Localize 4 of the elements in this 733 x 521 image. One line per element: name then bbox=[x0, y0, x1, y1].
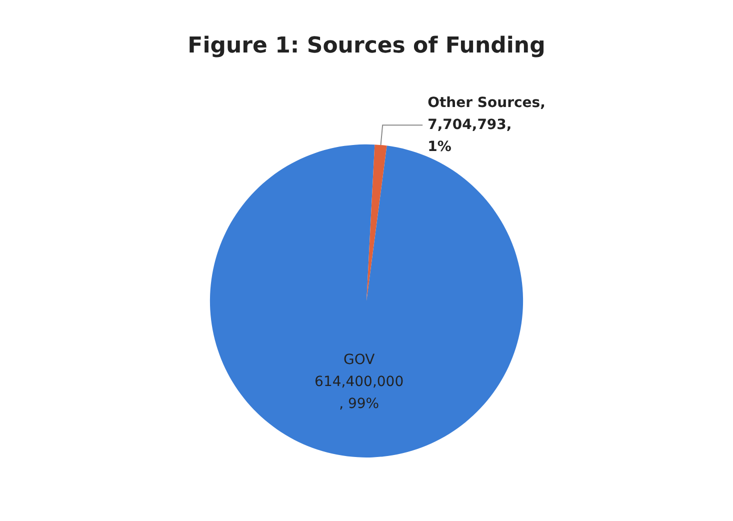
slice-label: GOV bbox=[343, 352, 376, 368]
slice-label: Other Sources, 7,704,793, 1% bbox=[428, 95, 546, 156]
chart-title: Figure 1: Sources of Funding bbox=[188, 34, 546, 58]
data-label: 614,400,000 , 99% bbox=[314, 374, 404, 412]
